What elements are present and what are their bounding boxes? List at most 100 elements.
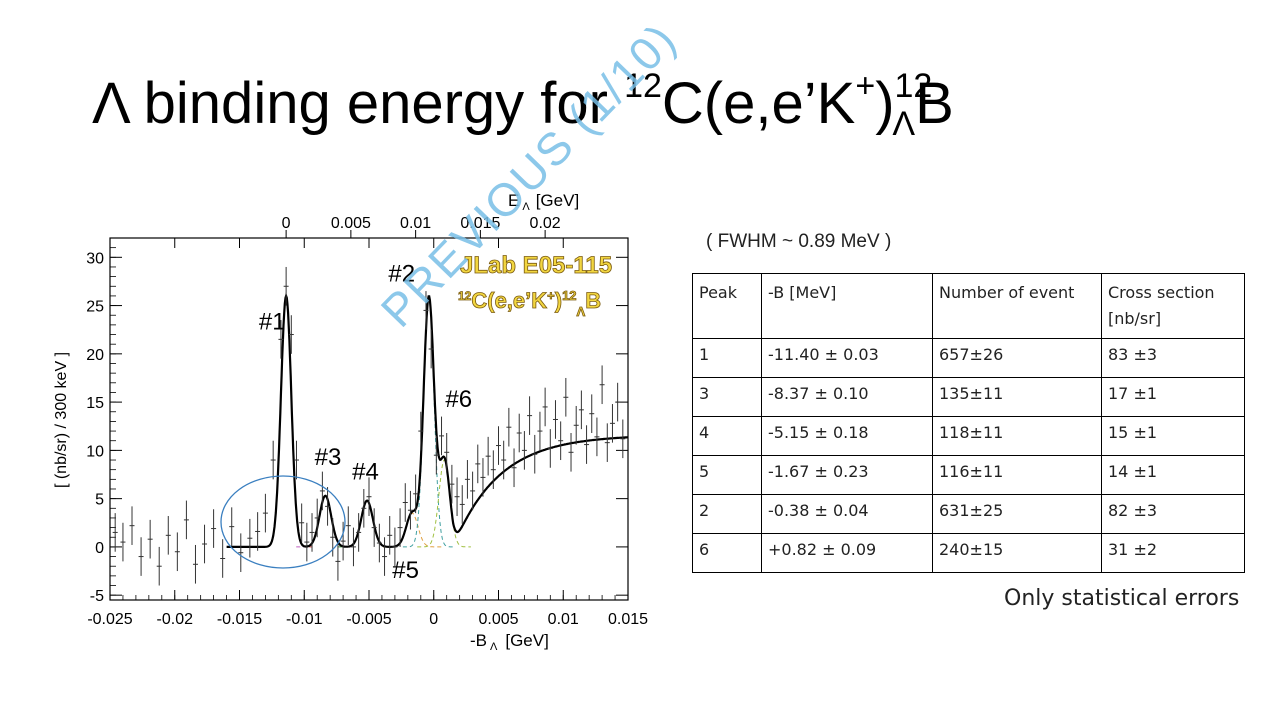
data-point	[454, 477, 460, 517]
cell: -1.67 ± 0.23	[761, 455, 933, 495]
data-point	[594, 417, 600, 457]
peak-label: #6	[445, 386, 472, 413]
data-point	[304, 522, 310, 562]
data-point	[418, 411, 424, 451]
data-point	[314, 498, 320, 538]
peak-component-6	[417, 459, 471, 548]
data-point	[309, 513, 315, 552]
data-point	[475, 444, 481, 484]
cell: -0.38 ± 0.04	[761, 494, 933, 534]
data-point	[356, 513, 362, 552]
data-point	[299, 503, 305, 543]
table-row: 2 -0.38 ± 0.04 631±25 82 ±3	[692, 494, 1245, 534]
top-tick-label: 0	[282, 215, 291, 232]
cell: 31 ±2	[1101, 533, 1245, 573]
y-tick-label: 30	[86, 250, 104, 267]
reaction-label: 12C(e,e’K+)12ΛB	[458, 288, 601, 319]
peak-label: #5	[392, 557, 419, 584]
x-tick-label: 0.015	[608, 611, 648, 628]
x-axis-title: -B Λ [GeV]	[470, 631, 549, 650]
data-point	[156, 546, 162, 586]
cell: -5.15 ± 0.18	[761, 416, 933, 456]
x-tick-label: 0.01	[548, 611, 579, 628]
title-kaon-charge: +	[855, 67, 876, 105]
cell: 3	[692, 377, 762, 417]
data-point	[464, 460, 470, 499]
table-row: 3 -8.37 ± 0.10 135±11 17 ±1	[692, 377, 1245, 417]
data-point	[470, 471, 476, 511]
data-point	[485, 436, 491, 476]
peak-table: Peak -B [MeV] Number of event Cross sect…	[692, 273, 1245, 573]
peak-label: #3	[315, 444, 342, 471]
data-points	[112, 266, 626, 586]
data-point	[542, 387, 548, 427]
data-point	[397, 508, 403, 547]
data-point	[578, 390, 584, 430]
data-point	[183, 500, 189, 540]
top-tick-label: 0.015	[460, 215, 500, 232]
statistical-errors-note: Only statistical errors	[1004, 586, 1240, 611]
top-tick-label: 0.01	[400, 215, 431, 232]
y-tick-label: 25	[86, 299, 104, 316]
chart-labels: -0.025 -0.02 -0.015 -0.01 -0.005 0 0.005 0.01 0.…	[53, 191, 648, 650]
axis-ticks	[109, 230, 629, 600]
data-point	[220, 539, 226, 578]
data-point	[340, 521, 346, 561]
data-point	[376, 523, 382, 563]
data-point	[335, 542, 341, 581]
y-axis-title: [ (nb/sr) / 300 keV ]	[53, 352, 70, 488]
fit-curves	[226, 292, 628, 548]
data-point	[615, 382, 621, 422]
data-point	[350, 527, 356, 567]
data-point	[202, 524, 208, 564]
data-point	[620, 419, 626, 459]
data-point	[112, 513, 118, 552]
top-tick-label: 0.005	[331, 215, 371, 232]
slide-title: Λ binding energy for 12C(e,e’K+)12ΛB	[92, 64, 954, 152]
highlight-ellipse	[220, 475, 346, 569]
data-point	[229, 507, 235, 546]
data-point	[527, 396, 533, 435]
header-cross-section: Cross section [nb/sr]	[1101, 273, 1245, 339]
data-point	[165, 516, 171, 555]
data-point	[521, 431, 527, 470]
peak-component-4	[337, 500, 397, 548]
data-point	[423, 291, 429, 330]
data-point	[516, 413, 522, 453]
data-point	[402, 483, 408, 522]
data-point	[439, 416, 445, 456]
data-point	[537, 411, 543, 451]
title-close: )	[875, 71, 895, 136]
cell: 135±11	[932, 377, 1102, 417]
x-tick-label: -0.005	[346, 611, 391, 628]
total-fit-curve	[226, 292, 628, 548]
x-tick-label: -0.015	[217, 611, 262, 628]
cell: 17 ±1	[1101, 377, 1245, 417]
data-point	[278, 320, 284, 359]
peak-label: #4	[352, 458, 379, 485]
cell: 5	[692, 455, 762, 495]
x-tick-label: 0.005	[478, 611, 518, 628]
data-point	[563, 377, 569, 417]
data-point	[255, 512, 261, 551]
y-tick-label: 10	[86, 443, 104, 460]
data-point	[444, 432, 450, 472]
header-events: Number of event	[932, 273, 1102, 339]
data-point	[262, 493, 268, 533]
data-point	[288, 315, 294, 354]
data-point	[604, 423, 610, 462]
y-tick-label: 15	[86, 395, 104, 412]
cell: 240±15	[932, 533, 1102, 573]
data-point	[270, 440, 276, 480]
data-point	[382, 537, 388, 576]
table-row: 4 -5.15 ± 0.18 118±11 15 ±1	[692, 416, 1245, 456]
fwhm-note: ( FWHM ~ 0.89 MeV )	[706, 231, 892, 252]
experiment-label: JLab E05-115	[460, 252, 612, 279]
x-tick-label: -0.025	[87, 611, 132, 628]
data-point	[552, 400, 558, 439]
x-tick-label: -0.01	[286, 611, 323, 628]
cell: 6	[692, 533, 762, 573]
cell: 4	[692, 416, 762, 456]
table-header-row: Peak -B [MeV] Number of event Cross sect…	[692, 273, 1245, 339]
data-point	[573, 405, 579, 445]
